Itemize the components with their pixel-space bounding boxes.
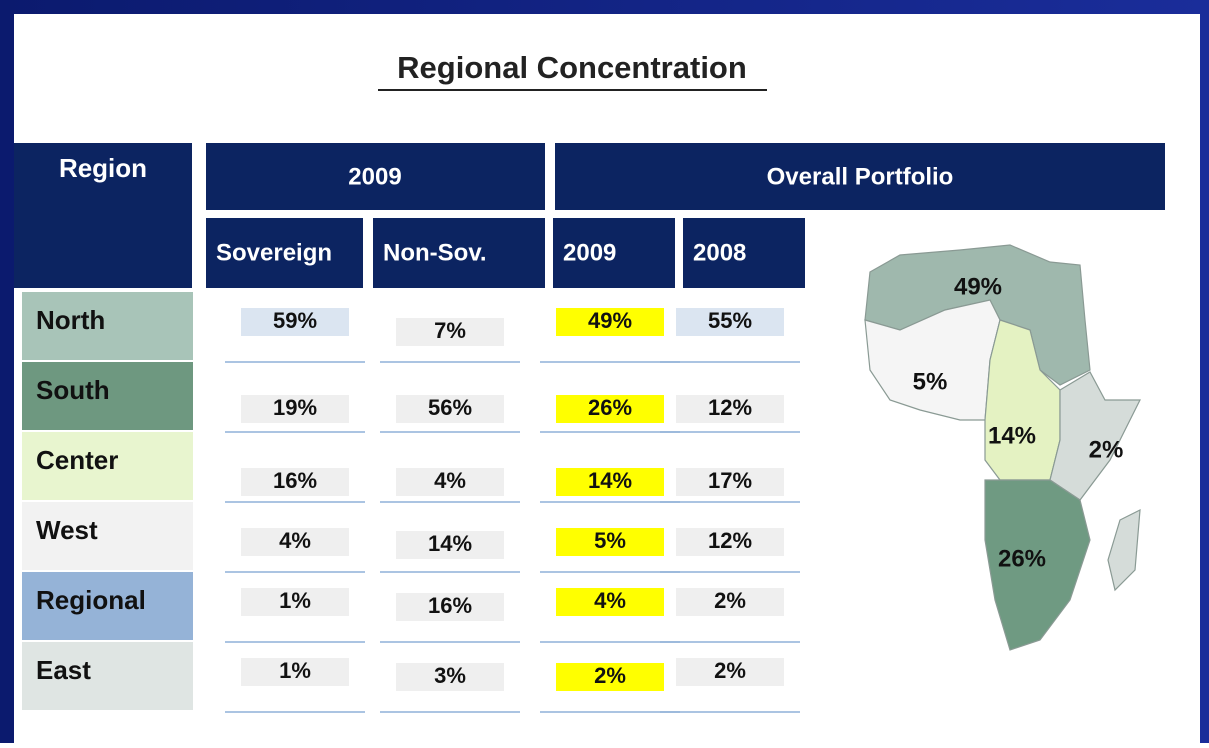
row-label: East xyxy=(36,655,91,685)
column-header xyxy=(373,218,545,288)
value-text: 1% xyxy=(279,658,311,683)
value-text: 12% xyxy=(708,528,752,553)
row-label: South xyxy=(36,375,110,405)
column-header xyxy=(553,218,675,288)
header-text: Sovereign xyxy=(216,239,332,266)
value-box xyxy=(556,308,664,336)
row-label-cell xyxy=(22,502,193,570)
value-text: 7% xyxy=(434,318,466,343)
map-label: 49% xyxy=(954,273,1002,300)
value-box xyxy=(241,658,349,686)
value-text: 1% xyxy=(279,588,311,613)
value-box xyxy=(396,593,504,621)
value-text: 26% xyxy=(588,395,632,420)
value-text: 3% xyxy=(434,663,466,688)
row-label-cell xyxy=(22,572,193,640)
value-box xyxy=(556,395,664,423)
column-header xyxy=(683,218,805,288)
value-box xyxy=(241,528,349,556)
row-label: Center xyxy=(36,445,118,475)
map-label: 14% xyxy=(988,422,1036,449)
map-label: 26% xyxy=(998,545,1046,572)
value-text: 16% xyxy=(273,468,317,493)
map-label: 2% xyxy=(1089,436,1124,463)
value-text: 56% xyxy=(428,395,472,420)
value-box xyxy=(556,663,664,691)
header-text: 2009 xyxy=(563,239,616,266)
row-label: North xyxy=(36,305,105,335)
value-text: 4% xyxy=(279,528,311,553)
region-south xyxy=(984,479,1091,651)
group-header xyxy=(206,143,545,210)
value-text: 49% xyxy=(588,308,632,333)
africa-map xyxy=(864,244,1141,651)
value-text: 55% xyxy=(708,308,752,333)
value-box xyxy=(676,308,784,336)
header-text: 2009 xyxy=(348,163,401,190)
value-box xyxy=(396,318,504,346)
value-box xyxy=(676,395,784,423)
region-header xyxy=(14,143,192,288)
title: Regional Concentration xyxy=(397,50,747,85)
value-box xyxy=(556,528,664,556)
group-header xyxy=(555,143,1165,210)
value-box xyxy=(241,308,349,336)
value-text: 4% xyxy=(434,468,466,493)
madagascar xyxy=(1107,508,1141,592)
value-text: 2% xyxy=(714,658,746,683)
value-box xyxy=(241,395,349,423)
row-label-cell xyxy=(22,642,193,710)
value-box xyxy=(676,468,784,496)
value-box xyxy=(556,468,664,496)
value-box xyxy=(396,663,504,691)
region-east xyxy=(1049,371,1141,501)
value-text: 5% xyxy=(594,528,626,553)
value-text: 2% xyxy=(594,663,626,688)
value-box xyxy=(396,395,504,423)
row-label-cell xyxy=(22,362,193,430)
value-box xyxy=(241,468,349,496)
row-label: West xyxy=(36,515,98,545)
header-text: Region xyxy=(59,153,147,183)
column-header xyxy=(206,218,363,288)
value-text: 14% xyxy=(428,531,472,556)
row-label-cell xyxy=(22,292,193,360)
value-text: 4% xyxy=(594,588,626,613)
value-box xyxy=(396,468,504,496)
value-text: 2% xyxy=(714,588,746,613)
value-box xyxy=(676,588,784,616)
value-box xyxy=(676,528,784,556)
value-text: 14% xyxy=(588,468,632,493)
row-label-cell xyxy=(22,432,193,500)
value-text: 19% xyxy=(273,395,317,420)
value-text: 59% xyxy=(273,308,317,333)
value-text: 16% xyxy=(428,593,472,618)
value-box xyxy=(241,588,349,616)
header-text: 2008 xyxy=(693,239,746,266)
value-box xyxy=(396,531,504,559)
value-text: 17% xyxy=(708,468,752,493)
map-label: 5% xyxy=(913,368,948,395)
header-text: Non-Sov. xyxy=(383,239,487,266)
value-text: 12% xyxy=(708,395,752,420)
value-box xyxy=(556,588,664,616)
row-label: Regional xyxy=(36,585,146,615)
header-text: Overall Portfolio xyxy=(767,163,954,190)
value-box xyxy=(676,658,784,686)
